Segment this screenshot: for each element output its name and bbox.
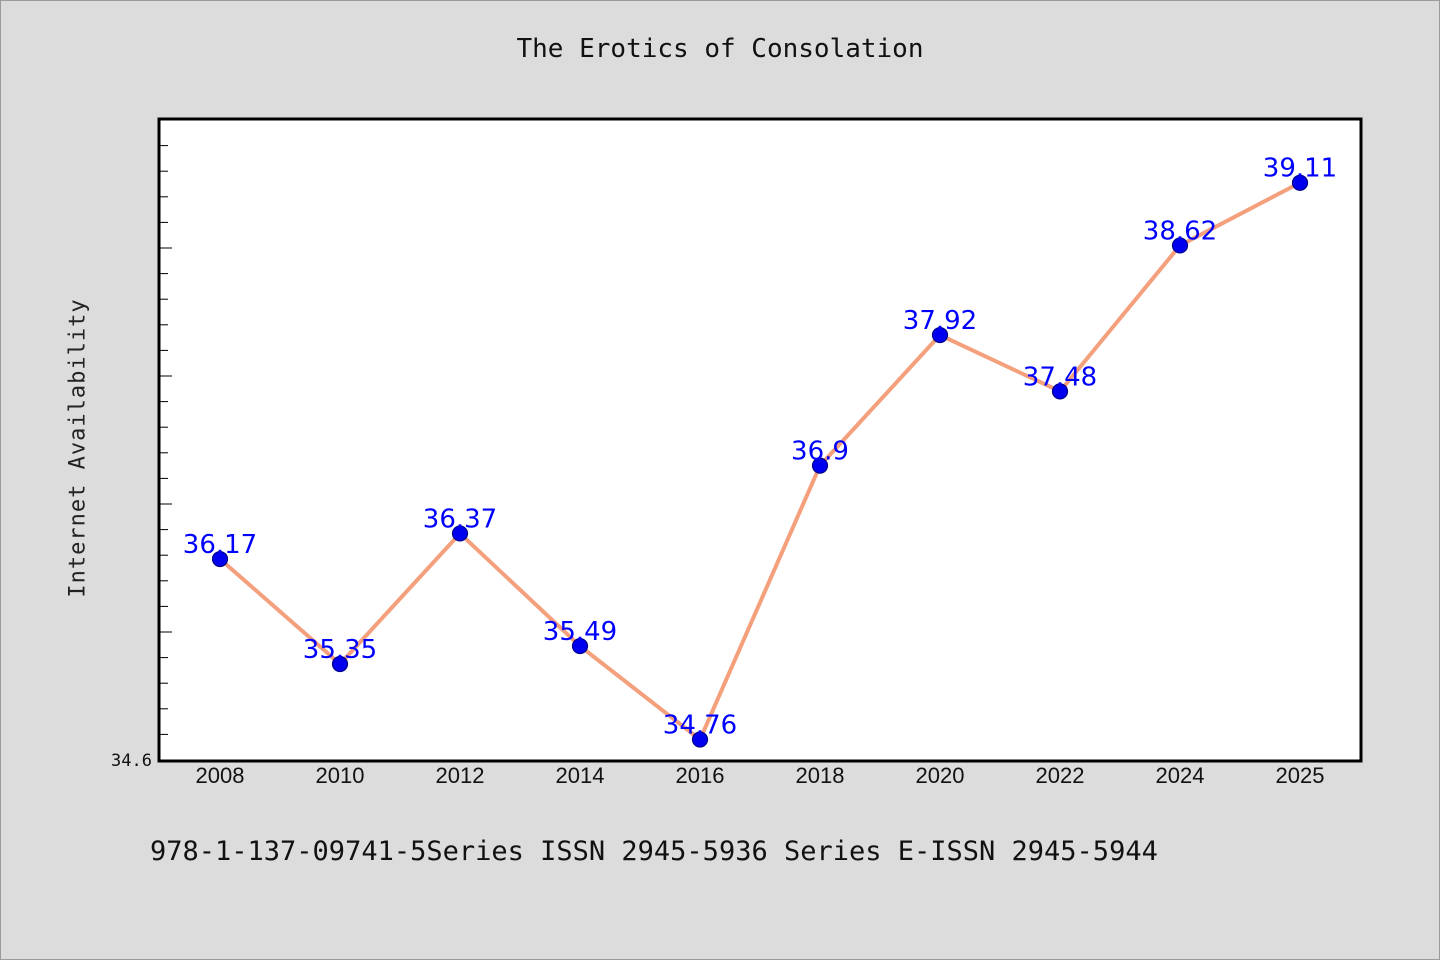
x-tick-label: 2024 — [1156, 763, 1205, 788]
data-point — [571, 637, 589, 655]
data-point — [1291, 174, 1309, 191]
data-point — [211, 550, 229, 568]
data-point — [931, 326, 949, 344]
data-label: 35.49 — [543, 617, 617, 647]
x-tick-label: 2020 — [916, 763, 965, 788]
series-line-group — [218, 180, 1302, 742]
data-point — [1171, 237, 1189, 254]
x-tick-label: 2008 — [196, 763, 245, 788]
data-label: 36.9 — [791, 437, 849, 467]
x-tick-label: 2025 — [1276, 763, 1325, 788]
data-point — [691, 731, 709, 748]
x-tick-label: 2012 — [436, 763, 485, 788]
x-tick-label: 2016 — [676, 763, 725, 788]
data-point — [1051, 383, 1069, 400]
data-label: 36.37 — [423, 504, 497, 534]
data-point — [331, 655, 349, 673]
data-label: 35.35 — [303, 635, 377, 665]
data-point — [451, 525, 469, 542]
y-axis-ticks — [160, 119, 172, 761]
data-point — [811, 457, 829, 474]
data-label: 37.92 — [903, 306, 977, 336]
data-labels: 36.17 35.35 36.37 35.49 34.76 36.9 37.92 37.48 3… — [183, 154, 1337, 741]
y-tick-label: 34.6 — [111, 751, 152, 771]
data-label: 39.11 — [1263, 154, 1337, 184]
data-label: 38.62 — [1143, 216, 1217, 246]
series-line — [218, 180, 1302, 742]
data-markers — [211, 174, 1309, 748]
plot-area — [157, 117, 1363, 763]
x-axis-tick-labels: 2008 2010 2012 2014 2016 2018 2020 2022 2024 2025 — [196, 763, 1325, 788]
x-tick-label: 2014 — [556, 763, 605, 788]
chart-title: The Erotics of Consolation — [516, 34, 924, 64]
x-tick-label: 2022 — [1036, 763, 1085, 788]
y-axis-tick-labels: 34.6 — [111, 751, 152, 771]
x-tick-label: 2010 — [316, 763, 365, 788]
footer-isbn-issn: 978-1-137-09741-5Series ISSN 2945-5936 S… — [150, 836, 1158, 867]
data-label: 36.17 — [183, 530, 257, 560]
data-label: 37.48 — [1023, 362, 1097, 392]
data-label: 34.76 — [663, 711, 737, 741]
x-tick-label: 2018 — [796, 763, 845, 788]
